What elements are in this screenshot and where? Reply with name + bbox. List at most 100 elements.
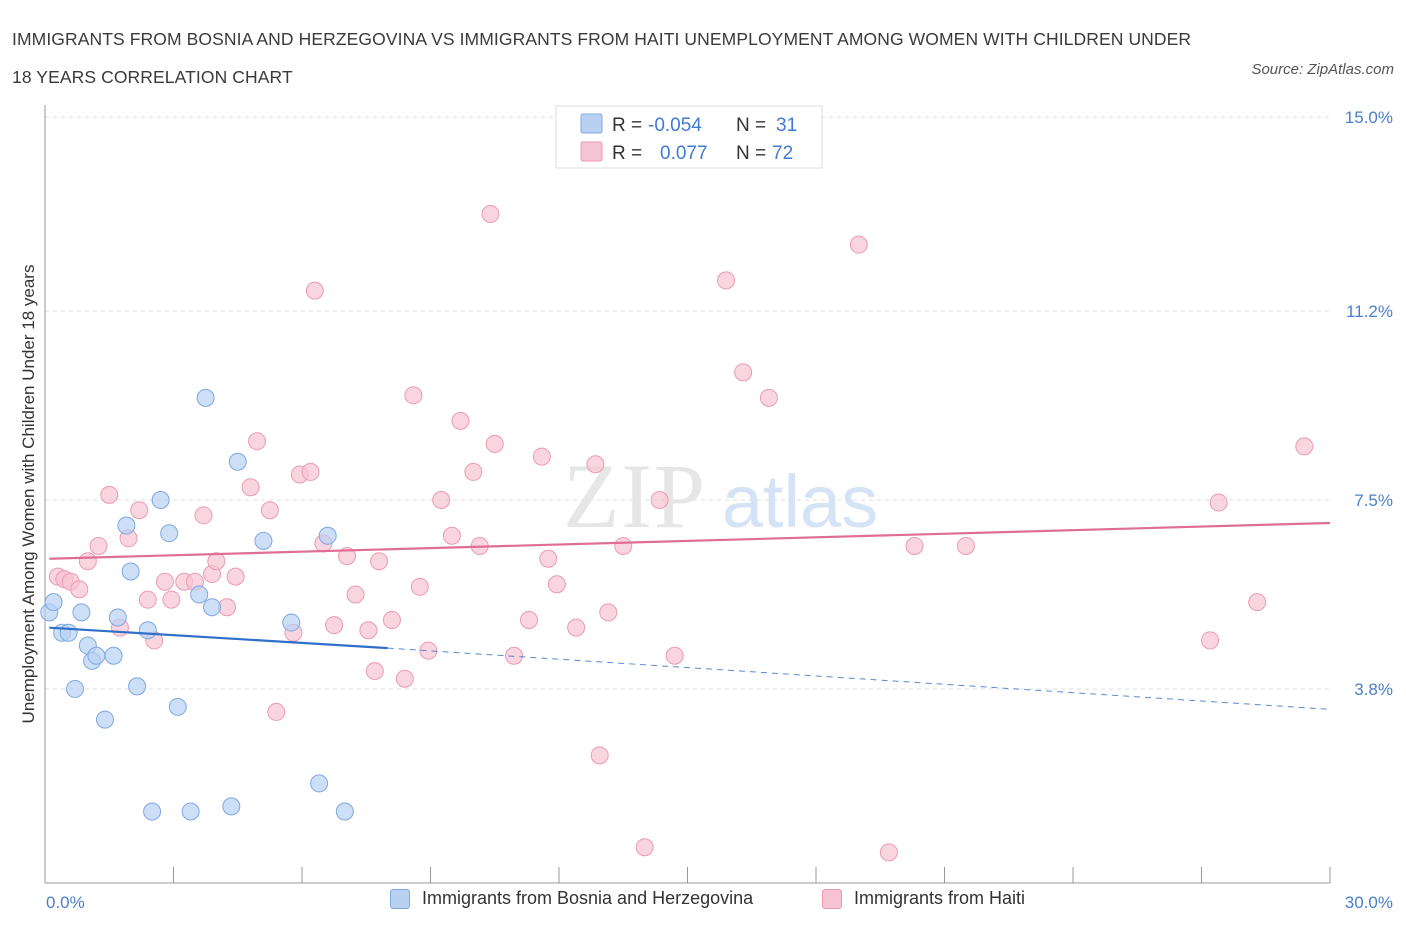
haiti-point-22 bbox=[248, 432, 267, 451]
haiti-point-13 bbox=[162, 590, 181, 609]
legend-n-label-bosnia: N = bbox=[736, 115, 766, 136]
haiti-point-10 bbox=[138, 590, 157, 609]
haiti-point-18 bbox=[207, 552, 226, 571]
haiti-point-54 bbox=[586, 455, 605, 474]
bosnia-point-28 bbox=[310, 774, 329, 793]
haiti-point-33 bbox=[359, 621, 378, 640]
haiti-point-42 bbox=[442, 526, 461, 545]
bosnia-point-17 bbox=[151, 491, 170, 509]
haiti-trend-line bbox=[49, 521, 1331, 560]
legend-r-value-haiti: 0.077 bbox=[660, 143, 708, 164]
haiti-point-40 bbox=[419, 641, 438, 660]
bottom-legend-label-haiti: Immigrants from Haiti bbox=[854, 888, 1026, 908]
haiti-point-57 bbox=[614, 536, 633, 555]
watermark-zip: ZIP bbox=[563, 445, 707, 547]
legend-r-label-bosnia: R = bbox=[612, 115, 642, 136]
haiti-point-48 bbox=[505, 646, 524, 665]
bosnia-point-11 bbox=[108, 608, 127, 627]
bosnia-point-19 bbox=[168, 697, 187, 716]
bosnia-point-26 bbox=[254, 531, 273, 550]
haiti-point-62 bbox=[734, 363, 753, 382]
watermark-atlas: atlas bbox=[722, 460, 878, 543]
legend-n-value-bosnia: 31 bbox=[776, 115, 797, 136]
haiti-point-24 bbox=[267, 702, 286, 721]
haiti-point-9 bbox=[130, 501, 149, 520]
series-bosnia-points bbox=[40, 388, 354, 821]
bosnia-trend-extension bbox=[387, 647, 1331, 710]
bosnia-point-5 bbox=[72, 603, 91, 622]
bottom-legend-swatch-haiti bbox=[822, 888, 842, 909]
haiti-point-51 bbox=[539, 549, 558, 568]
series-haiti-points bbox=[48, 205, 1314, 862]
watermark: ZIP atlas bbox=[563, 445, 878, 547]
bosnia-point-3 bbox=[59, 623, 78, 642]
x-tick-label-1: 30.0% bbox=[1345, 893, 1393, 912]
y-tick-label-2: 11.2% bbox=[1346, 302, 1393, 321]
haiti-point-43 bbox=[451, 411, 470, 430]
bosnia-point-20 bbox=[181, 802, 200, 821]
legend-r-label-haiti: R = bbox=[612, 143, 642, 164]
haiti-point-47 bbox=[485, 434, 504, 453]
bosnia-point-18 bbox=[160, 524, 179, 543]
haiti-point-3 bbox=[70, 580, 89, 599]
haiti-point-20 bbox=[226, 567, 245, 586]
bosnia-point-16 bbox=[143, 802, 162, 821]
haiti-point-36 bbox=[382, 611, 401, 630]
haiti-point-19 bbox=[218, 598, 237, 617]
bottom-legend: Immigrants from Bosnia and Herzegovina I… bbox=[0, 888, 1406, 916]
haiti-point-21 bbox=[241, 478, 260, 497]
bosnia-point-27 bbox=[282, 613, 301, 632]
haiti-point-37 bbox=[395, 669, 414, 688]
bosnia-point-13 bbox=[121, 562, 140, 581]
haiti-point-12 bbox=[155, 572, 174, 591]
haiti-point-63 bbox=[759, 388, 778, 407]
haiti-point-46 bbox=[481, 205, 500, 224]
y-tick-label-1: 7.5% bbox=[1354, 491, 1393, 510]
bottom-legend-item-bosnia: Immigrants from Bosnia and Herzegovina bbox=[390, 888, 753, 909]
haiti-point-71 bbox=[1295, 437, 1314, 456]
bottom-legend-item-haiti: Immigrants from Haiti bbox=[822, 888, 1025, 909]
bosnia-point-4 bbox=[65, 679, 84, 698]
bosnia-point-25 bbox=[228, 452, 247, 471]
legend-swatch-haiti bbox=[580, 141, 603, 162]
haiti-point-34 bbox=[365, 662, 384, 681]
haiti-point-49 bbox=[520, 611, 539, 630]
haiti-point-56 bbox=[599, 603, 618, 622]
haiti-point-32 bbox=[346, 585, 365, 604]
legend-n-value-haiti: 72 bbox=[772, 143, 793, 164]
haiti-point-60 bbox=[665, 646, 684, 665]
bosnia-point-12 bbox=[117, 516, 136, 535]
bosnia-point-29 bbox=[318, 526, 337, 545]
haiti-point-39 bbox=[410, 577, 429, 596]
chart-title: IMMIGRANTS FROM BOSNIA AND HERZEGOVINA V… bbox=[12, 29, 1192, 87]
bosnia-point-8 bbox=[87, 646, 106, 665]
haiti-point-44 bbox=[464, 462, 483, 481]
haiti-point-58 bbox=[635, 838, 654, 857]
axes bbox=[44, 105, 1331, 884]
bosnia-point-10 bbox=[104, 646, 123, 665]
bosnia-point-30 bbox=[335, 802, 354, 821]
trend-lines bbox=[49, 521, 1331, 710]
bosnia-point-1 bbox=[44, 593, 63, 612]
haiti-point-4 bbox=[78, 552, 97, 571]
bosnia-point-9 bbox=[95, 710, 114, 729]
haiti-point-69 bbox=[1209, 493, 1228, 512]
x-tick-label-0: 0.0% bbox=[46, 893, 85, 912]
bosnia-point-24 bbox=[222, 797, 241, 816]
haiti-point-50 bbox=[532, 447, 551, 466]
haiti-point-53 bbox=[567, 618, 586, 637]
bosnia-point-15 bbox=[138, 621, 157, 640]
haiti-point-55 bbox=[590, 746, 609, 765]
legend-box: R = -0.054 N = 31 R = 0.077 N = 72 bbox=[555, 105, 823, 169]
haiti-point-28 bbox=[305, 281, 324, 300]
haiti-point-38 bbox=[404, 386, 423, 405]
haiti-point-27 bbox=[301, 462, 320, 481]
haiti-point-59 bbox=[650, 491, 669, 509]
bosnia-point-21 bbox=[190, 585, 209, 604]
haiti-point-30 bbox=[325, 616, 344, 635]
source-label: Source: ZipAtlas.com bbox=[1251, 61, 1394, 78]
legend-r-value-bosnia: -0.054 bbox=[648, 115, 702, 136]
tick-labels: 3.8% 7.5% 11.2% 15.0% 0.0% 30.0% bbox=[46, 108, 1393, 912]
bottom-legend-swatch-bosnia bbox=[390, 888, 410, 909]
legend-swatch-bosnia bbox=[580, 113, 603, 134]
